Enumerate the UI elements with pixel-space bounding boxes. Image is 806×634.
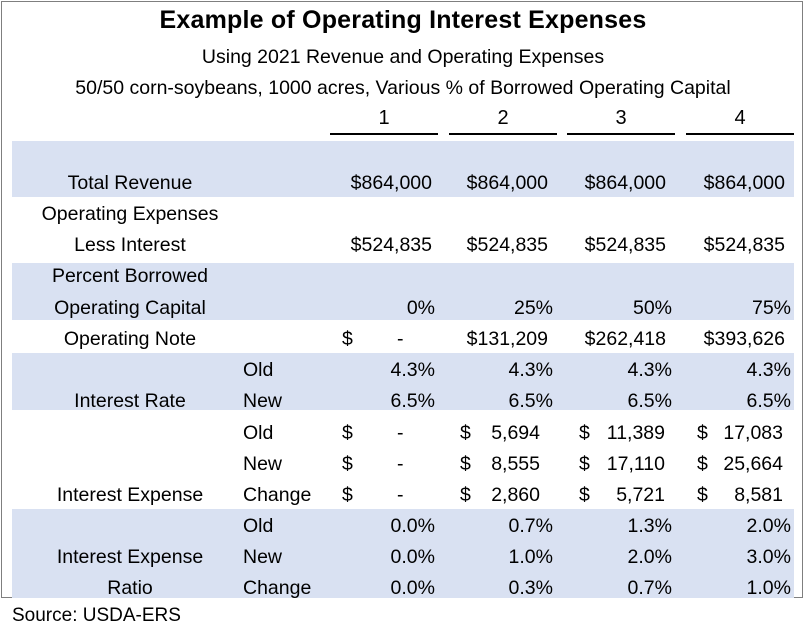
band-interest-rate — [12, 353, 794, 410]
cell-expense-new-1-symbol: $ — [342, 453, 353, 475]
cell-op-note-3: $262,418 — [584, 328, 666, 350]
cell-expense-new-4-symbol: $ — [697, 453, 708, 475]
cell-expense-new-4: 25,664 — [723, 453, 783, 475]
row-label-pct-borrowed-1: Percent Borrowed — [51, 265, 209, 287]
table-subtitle: Using 2021 Revenue and Operating Expense… — [201, 46, 605, 68]
cell-ratio-old-2: 0.7% — [508, 515, 553, 537]
band-percent-borrowed — [12, 263, 794, 320]
cell-expense-old-1-dash: - — [397, 422, 404, 444]
row-label-opex-1: Operating Expenses — [41, 203, 219, 225]
cell-expense-old-4: 17,083 — [723, 422, 783, 444]
row-label-interest-expense: Interest Expense — [56, 484, 204, 506]
cell-total-revenue-3: $864,000 — [584, 172, 666, 194]
row-label-ratio-1: Interest Expense — [56, 546, 204, 568]
column-header-1: 1 — [330, 107, 438, 135]
cell-rate-old-4: 4.3% — [746, 359, 791, 381]
cell-expense-change-2-symbol: $ — [460, 484, 471, 506]
cell-rate-old-3: 4.3% — [627, 359, 672, 381]
cell-ratio-change-2: 0.3% — [508, 577, 553, 599]
cell-expense-new-2-symbol: $ — [460, 453, 471, 475]
cell-expense-new-2: 8,555 — [491, 453, 540, 475]
table-subtitle-2: 50/50 corn-soybeans, 1000 acres, Various… — [75, 77, 731, 99]
row-label-op-note: Operating Note — [63, 328, 197, 350]
cell-expense-old-1-symbol: $ — [342, 422, 353, 444]
row-label-ratio-2: Ratio — [107, 577, 153, 599]
cell-ratio-old-4: 2.0% — [746, 515, 791, 537]
sublabel-ratio-old: Old — [243, 515, 274, 537]
cell-opex-4: $524,835 — [703, 234, 785, 256]
cell-op-note-4: $393,626 — [703, 328, 785, 350]
cell-rate-old-2: 4.3% — [508, 359, 553, 381]
cell-ratio-change-3: 0.7% — [627, 577, 672, 599]
cell-rate-new-2: 6.5% — [508, 390, 553, 412]
source-note: Source: USDA-ERS — [12, 605, 181, 626]
sublabel-expense-new: New — [243, 453, 283, 475]
row-label-total-revenue: Total Revenue — [67, 172, 193, 194]
column-header-2: 2 — [449, 107, 557, 135]
cell-expense-old-2-symbol: $ — [460, 422, 471, 444]
cell-opex-2: $524,835 — [466, 234, 548, 256]
cell-rate-new-4: 6.5% — [746, 390, 791, 412]
cell-expense-old-2: 5,694 — [491, 422, 540, 444]
cell-expense-old-3-symbol: $ — [579, 422, 590, 444]
cell-op-note-1-dash: - — [397, 328, 404, 350]
cell-pct-borrowed-2: 25% — [513, 297, 553, 319]
cell-pct-borrowed-4: 75% — [751, 297, 791, 319]
cell-ratio-change-4: 1.0% — [746, 577, 791, 599]
column-header-4: 4 — [686, 107, 794, 135]
row-label-pct-borrowed-2: Operating Capital — [54, 297, 206, 319]
cell-ratio-new-3: 2.0% — [627, 546, 672, 568]
cell-expense-change-2: 2,860 — [491, 484, 540, 506]
cell-op-note-1-symbol: $ — [342, 328, 353, 350]
cell-expense-change-4-symbol: $ — [697, 484, 708, 506]
sublabel-ratio-change: Change — [243, 577, 312, 599]
cell-rate-new-1: 6.5% — [390, 390, 435, 412]
cell-expense-change-4: 8,581 — [734, 484, 783, 506]
cell-opex-3: $524,835 — [584, 234, 666, 256]
band-revenue — [12, 141, 794, 197]
cell-expense-change-3: 5,721 — [616, 484, 665, 506]
sublabel-rate-old: Old — [243, 359, 274, 381]
cell-ratio-new-4: 3.0% — [746, 546, 791, 568]
cell-total-revenue-2: $864,000 — [466, 172, 548, 194]
sublabel-ratio-new: New — [243, 546, 283, 568]
cell-total-revenue-1: $864,000 — [350, 172, 432, 194]
row-label-interest-rate: Interest Rate — [74, 390, 186, 412]
table-title: Example of Operating Interest Expenses — [159, 6, 647, 34]
cell-ratio-old-1: 0.0% — [390, 515, 435, 537]
sublabel-expense-old: Old — [243, 422, 274, 444]
cell-expense-change-3-symbol: $ — [579, 484, 590, 506]
cell-expense-new-3-symbol: $ — [579, 453, 590, 475]
cell-pct-borrowed-1: 0% — [406, 297, 435, 319]
cell-op-note-2: $131,209 — [466, 328, 548, 350]
sublabel-expense-change: Change — [243, 484, 312, 506]
cell-expense-change-1-symbol: $ — [342, 484, 353, 506]
cell-rate-old-1: 4.3% — [390, 359, 435, 381]
row-label-opex-2: Less Interest — [74, 234, 186, 256]
cell-expense-new-3: 17,110 — [606, 453, 665, 475]
cell-ratio-old-3: 1.3% — [627, 515, 672, 537]
cell-expense-old-4-symbol: $ — [697, 422, 708, 444]
cell-expense-new-1-dash: - — [397, 453, 404, 475]
cell-ratio-new-2: 1.0% — [508, 546, 553, 568]
band-ratio — [12, 509, 794, 598]
cell-expense-old-3: 11,389 — [606, 422, 665, 444]
column-header-3: 3 — [567, 107, 675, 135]
cell-rate-new-3: 6.5% — [627, 390, 672, 412]
cell-ratio-new-1: 0.0% — [390, 546, 435, 568]
cell-opex-1: $524,835 — [350, 234, 432, 256]
sublabel-rate-new: New — [243, 390, 283, 412]
cell-expense-change-1-dash: - — [397, 484, 404, 506]
cell-total-revenue-4: $864,000 — [703, 172, 785, 194]
cell-ratio-change-1: 0.0% — [390, 577, 435, 599]
cell-pct-borrowed-3: 50% — [632, 297, 672, 319]
